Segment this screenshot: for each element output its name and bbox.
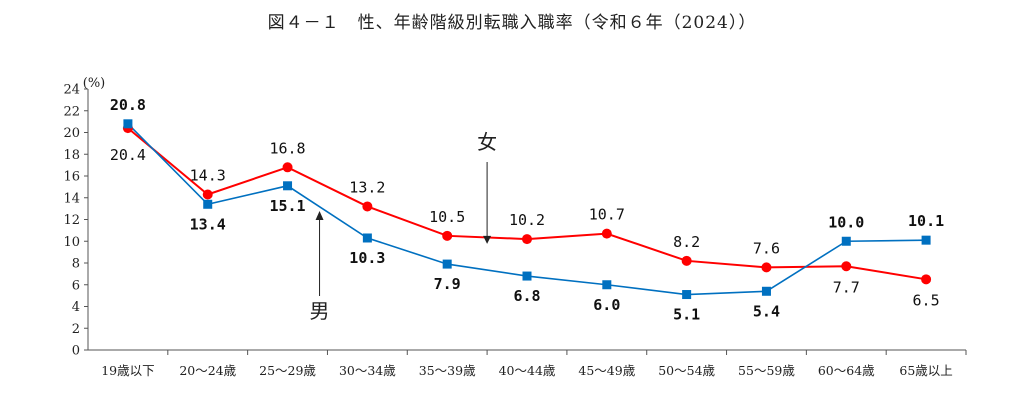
y-tick-label: 22 <box>63 104 80 119</box>
y-tick-label: 14 <box>63 191 80 206</box>
annotation-layer: 女男 <box>310 130 498 323</box>
data-point-male <box>841 236 851 246</box>
data-label-male: 10.0 <box>828 213 864 231</box>
data-point-male <box>921 235 931 245</box>
x-tick-label: 30～34歳 <box>339 363 396 378</box>
arrow-male-head <box>315 211 324 220</box>
x-tick-label: 20～24歳 <box>179 363 236 378</box>
y-tick-label: 18 <box>63 148 80 163</box>
data-point-male <box>761 286 771 296</box>
data-point-female <box>442 230 453 241</box>
chart-title: 図４－１ 性、年齢階級別転職入職率（令和６年（2024）） <box>267 13 757 33</box>
data-label-male: 15.1 <box>269 197 305 215</box>
data-label-female: 10.2 <box>509 211 545 229</box>
y-tick-label: 24 <box>63 83 80 98</box>
y-tick-label: 20 <box>63 126 80 141</box>
y-tick-label: 12 <box>63 213 80 228</box>
data-label-male: 10.1 <box>908 212 944 230</box>
y-tick-label: 16 <box>63 170 80 185</box>
x-tick-label: 60～64歳 <box>818 363 875 378</box>
data-label-female: 14.3 <box>190 166 226 184</box>
data-point-female <box>921 274 932 285</box>
x-tick-label: 55～59歳 <box>738 363 795 378</box>
data-label-female: 13.2 <box>349 178 385 196</box>
data-point-female <box>601 228 612 239</box>
data-point-male <box>362 233 372 243</box>
data-point-male <box>682 290 692 300</box>
data-label-female: 20.4 <box>110 146 146 164</box>
y-tick-label: 4 <box>72 300 80 315</box>
y-tick-label: 0 <box>72 344 80 359</box>
data-label-male: 5.4 <box>753 302 780 320</box>
y-tick-label: 2 <box>72 322 80 337</box>
data-point-male <box>522 271 532 281</box>
data-label-male: 20.8 <box>110 96 146 114</box>
labels-layer: 20.4 20.8 14.3 13.4 16.8 15.1 13.2 10.3 10.5 7.9 1… <box>110 96 944 324</box>
data-point-female <box>282 162 293 173</box>
data-label-female: 8.2 <box>673 233 700 251</box>
y-tick-label: 10 <box>63 235 80 250</box>
data-point-female <box>681 255 692 266</box>
legend-label-male: 男 <box>310 299 330 323</box>
y-tick-label: 6 <box>72 278 80 293</box>
arrow-female-head <box>483 235 492 244</box>
x-tick-label: 65歳以上 <box>899 363 952 378</box>
data-point-male <box>602 280 612 290</box>
data-point-female <box>761 262 772 273</box>
x-tick-label: 19歳以下 <box>101 363 154 378</box>
data-label-female: 10.7 <box>589 206 625 224</box>
x-tick-label: 25～29歳 <box>259 363 316 378</box>
x-tick-label: 50～54歳 <box>658 363 715 378</box>
data-point-female <box>841 261 852 272</box>
data-point-male <box>442 259 452 269</box>
data-point-male <box>123 119 133 129</box>
x-tick-label: 35～39歳 <box>419 363 476 378</box>
y-tick-label: 8 <box>72 257 80 272</box>
data-label-female: 7.6 <box>753 239 780 257</box>
series-layer <box>122 119 932 300</box>
data-label-female: 10.5 <box>429 208 465 226</box>
data-label-male: 10.3 <box>349 249 385 267</box>
data-label-female: 7.7 <box>833 278 860 296</box>
x-tick-label: 40～44歳 <box>499 363 556 378</box>
legend-label-female: 女 <box>477 130 497 154</box>
data-label-female: 16.8 <box>269 139 305 157</box>
data-label-male: 6.8 <box>513 287 540 305</box>
data-label-male: 5.1 <box>673 306 700 324</box>
data-label-male: 13.4 <box>190 215 226 233</box>
data-point-female <box>522 234 532 245</box>
data-point-female <box>202 189 213 200</box>
data-point-female <box>362 201 373 212</box>
data-label-male: 6.0 <box>593 296 620 314</box>
data-label-male: 7.9 <box>434 275 461 293</box>
data-point-male <box>283 181 293 191</box>
data-label-female: 6.5 <box>913 291 940 309</box>
data-point-male <box>203 199 213 209</box>
y-axis-unit: (%) <box>83 76 106 91</box>
series-line-female <box>127 127 927 281</box>
series-line-male <box>127 123 927 296</box>
x-tick-label: 45～49歳 <box>578 363 635 378</box>
